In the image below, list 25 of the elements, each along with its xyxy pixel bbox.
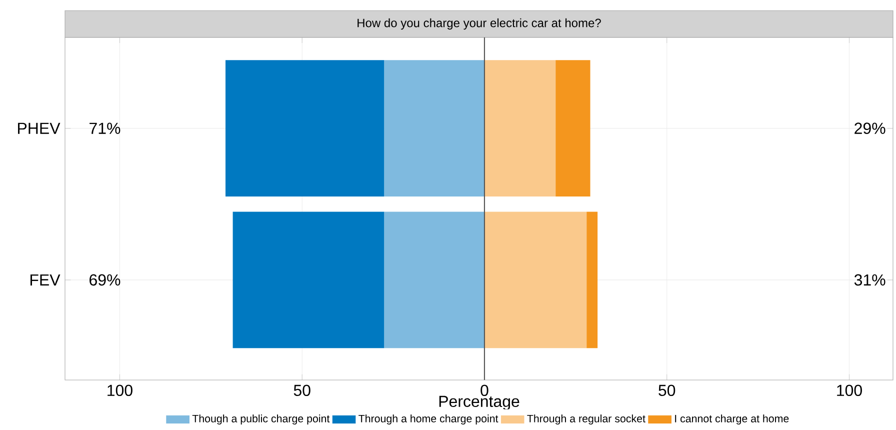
y-tick-label: FEV [30, 274, 60, 286]
bar [225, 60, 384, 197]
chart-title: How do you charge your electric car at home? [358, 18, 601, 30]
annotation: 71% [90, 122, 120, 134]
x-tick-label: 0 [480, 384, 488, 396]
x-tick-label: 100 [837, 384, 862, 396]
legend-label: Though a public charge point [192, 414, 330, 424]
bar [232, 212, 384, 348]
x-tick-label: 50 [294, 384, 310, 396]
x-tick-label: 50 [658, 384, 676, 396]
y-tick-label: PHEV [18, 122, 60, 134]
legend-label: Through a home charge point [358, 414, 498, 424]
x-axis-title: Percentage [439, 396, 520, 410]
bar [556, 60, 590, 197]
annotation: 69% [90, 274, 120, 286]
legend-label: Through a regular socket [527, 414, 646, 424]
annotation: 29% [854, 122, 886, 134]
bar [484, 60, 556, 197]
annotation: 31% [854, 274, 886, 286]
x-tick-label: 100 [108, 384, 132, 396]
bar [384, 60, 484, 197]
legend-label: I cannot charge at home [675, 414, 789, 424]
bar [484, 212, 587, 348]
bar [586, 212, 598, 348]
bar [384, 212, 484, 348]
